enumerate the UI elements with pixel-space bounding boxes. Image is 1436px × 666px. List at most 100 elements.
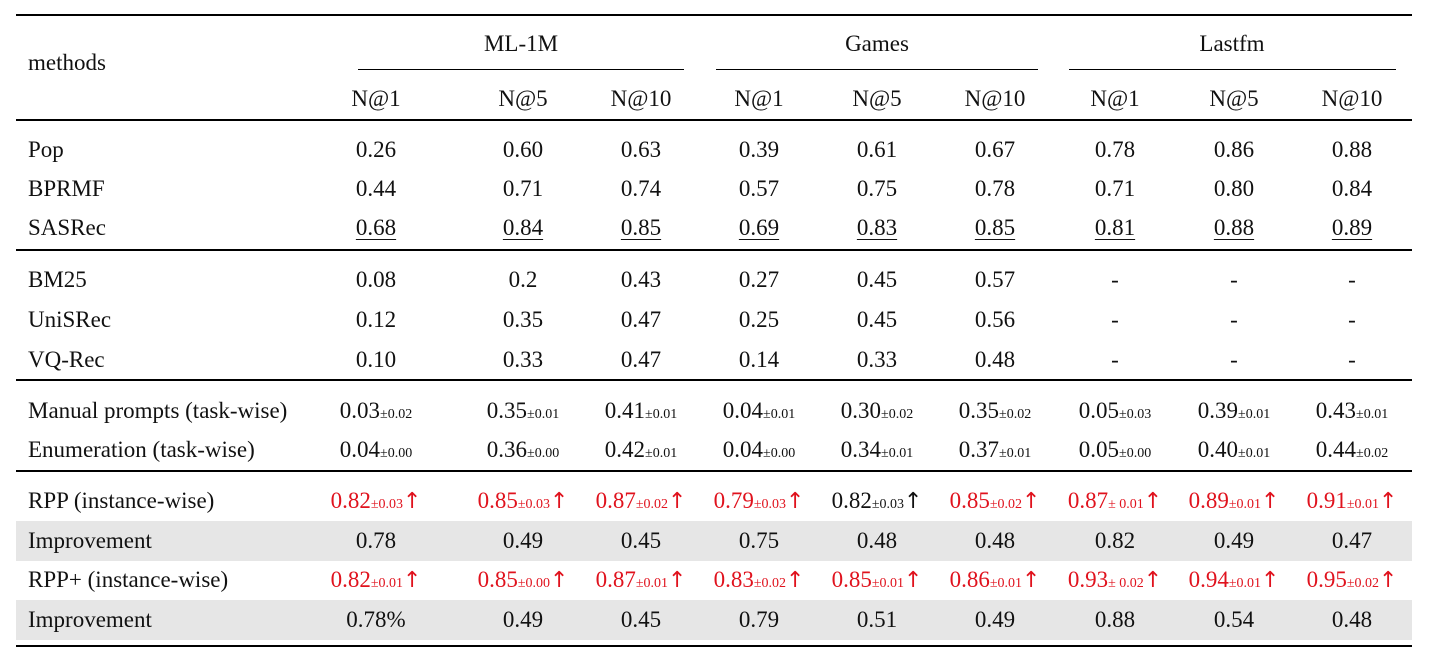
section-rule [16, 470, 1412, 472]
up-arrow-icon: ↑ [1143, 568, 1163, 593]
table-cell: - [1230, 346, 1238, 374]
table-cell: 0.05±0.00 [1079, 436, 1151, 468]
table-cell: 0.10 [356, 346, 396, 374]
table-cell: - [1111, 346, 1119, 374]
table-cell: 0.82±0.03↑ [331, 487, 422, 519]
table-cell: 0.47 [621, 306, 661, 334]
cell-value: 0.54 [1213, 607, 1255, 632]
cell-value: 0.08 [355, 267, 397, 292]
table-cell: 0.85±0.01↑ [832, 566, 923, 598]
cell-value: 0.35 [958, 398, 1000, 423]
cell-value: 0.33 [502, 347, 544, 372]
cell-std: ±0.01 [989, 576, 1022, 591]
method-name: BPRMF [28, 176, 105, 201]
up-arrow-icon: ↑ [1022, 568, 1041, 593]
table-cell: 0.48 [1332, 606, 1372, 634]
cell-std: ±0.03 [517, 497, 550, 512]
table-cell: 0.54 [1214, 606, 1254, 634]
cell-value: 0.86 [949, 567, 990, 592]
cell-value: 0.57 [974, 267, 1016, 292]
cell-value: 0.35 [486, 398, 528, 423]
cell-std: ±0.00 [1119, 446, 1152, 461]
cell-std: ±0.03 [871, 497, 904, 512]
cell-value: 0.81 [1094, 215, 1136, 240]
cell-std: ±0.02 [753, 576, 786, 591]
table-cell: 0.56 [975, 306, 1015, 334]
table-cell: 0.81 [1095, 214, 1135, 242]
method-name: Improvement [28, 607, 152, 632]
cell-std: ±0.01 [645, 446, 678, 461]
cell-value: 0.75 [856, 176, 898, 201]
table-cell: 0.89±0.01↑ [1189, 487, 1280, 519]
table-cell: 0.14 [739, 346, 779, 374]
cell-std: ±0.01 [763, 407, 796, 422]
method-name: UniSRec [28, 307, 112, 332]
table-cell: 0.30±0.02 [841, 397, 913, 429]
cell-value: - [1111, 347, 1119, 372]
table-cell: 0.71 [503, 175, 543, 203]
table-cell: 0.35 [503, 306, 543, 334]
group-rule-games [716, 69, 1038, 70]
up-arrow-icon: ↑ [668, 489, 687, 514]
cell-value: 0.47 [620, 347, 662, 372]
table-cell: 0.39 [739, 136, 779, 164]
cell-std: ±0.01 [1228, 497, 1261, 512]
cell-std: ±0.03 [1119, 407, 1152, 422]
table-cell: 0.87±0.02↑ [596, 487, 687, 519]
table-cell: 0.51 [857, 606, 897, 634]
up-arrow-icon: ↑ [668, 568, 687, 593]
cell-value: 0.83 [713, 567, 754, 592]
bottom-rule [16, 645, 1412, 647]
table-cell: 0.12 [356, 306, 396, 334]
cell-value: 0.84 [502, 215, 544, 240]
table-cell: 0.85 [975, 214, 1015, 242]
table-cell: 0.91±0.01↑ [1307, 487, 1398, 519]
cell-std: ±0.00 [763, 446, 796, 461]
table-cell: 0.69 [739, 214, 779, 242]
cell-value: 0.85 [477, 567, 518, 592]
table-cell: 0.79±0.03↑ [714, 487, 805, 519]
table-cell: 0.34±0.01 [841, 436, 913, 468]
cell-value: 0.67 [974, 137, 1016, 162]
up-arrow-icon: ↑ [1379, 568, 1398, 593]
method-name: VQ-Rec [28, 347, 105, 372]
cell-value: 0.26 [355, 137, 397, 162]
table-cell: 0.47 [1332, 527, 1372, 555]
cell-value: 0.63 [620, 137, 662, 162]
table-cell: 0.42±0.01 [605, 436, 677, 468]
table-cell: 0.80 [1214, 175, 1254, 203]
cell-value: 0.39 [738, 137, 780, 162]
dataset-header-lastfm: Lastfm [1199, 31, 1265, 56]
cell-value: 0.85 [477, 488, 518, 513]
cell-std: ±0.02 [1346, 576, 1379, 591]
cell-value: 0.47 [1331, 528, 1373, 553]
cell-value: - [1111, 307, 1119, 332]
table-cell: 0.88 [1095, 606, 1135, 634]
cell-value: 0.05 [1078, 398, 1120, 423]
table-cell: 0.85±0.03↑ [478, 487, 569, 519]
table-cell: 0.78 [975, 175, 1015, 203]
table-cell: 0.25 [739, 306, 779, 334]
cell-value: 0.85 [831, 567, 872, 592]
cell-value: 0.30 [840, 398, 882, 423]
cell-value: 0.82 [330, 567, 371, 592]
cell-value: 0.25 [738, 307, 780, 332]
table-cell: 0.49 [975, 606, 1015, 634]
table-cell: 0.67 [975, 136, 1015, 164]
table-cell: 0.83±0.02↑ [714, 566, 805, 598]
cell-std: ± 0.02 [1108, 576, 1144, 591]
cell-value: 0.57 [738, 176, 780, 201]
cell-value: 0.85 [974, 215, 1016, 240]
cell-value: 0.86 [1213, 137, 1255, 162]
method-name: Pop [28, 137, 64, 162]
cell-value: 0.27 [738, 267, 780, 292]
table-cell: 0.33 [857, 346, 897, 374]
cell-value: 0.82 [831, 488, 872, 513]
up-arrow-icon: ↑ [1022, 489, 1041, 514]
table-cell: 0.78 [1095, 136, 1135, 164]
cell-value: 0.89 [1331, 215, 1373, 240]
section-rule [16, 249, 1412, 251]
cell-value: 0.94 [1188, 567, 1229, 592]
cell-value: 0.84 [1331, 176, 1373, 201]
cell-value: 0.91 [1306, 488, 1347, 513]
